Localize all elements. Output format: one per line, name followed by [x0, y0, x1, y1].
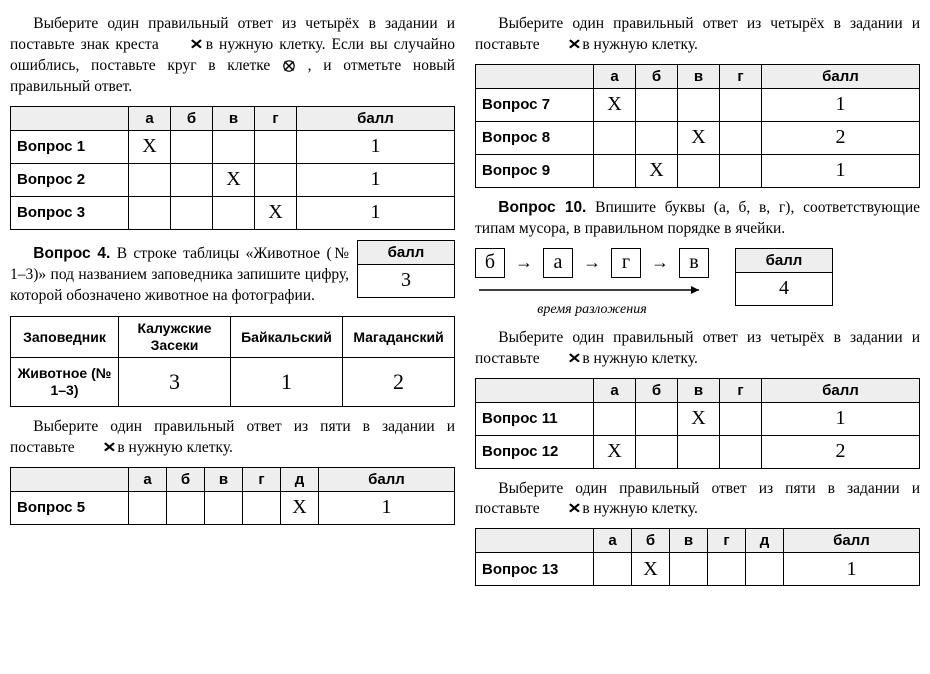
q10-box-2: а: [543, 248, 573, 278]
table-row: Вопрос 2 X 1: [11, 163, 455, 196]
table-q13: а б в г д балл Вопрос 13 X 1: [475, 528, 920, 586]
q10-text: Вопрос 10. Впишите буквы (а, б, в, г), с…: [475, 198, 920, 240]
table-row: Вопрос 9 X 1: [476, 154, 920, 187]
right-intro-2: Выберите один правильный ответ из четырё…: [475, 328, 920, 370]
q10-score-table: балл 4: [735, 248, 833, 306]
table-row: Вопрос 5 X 1: [11, 491, 455, 524]
col-g: г: [255, 106, 297, 130]
arrow-right-icon: →: [583, 252, 601, 273]
table-row: Вопрос 3 X 1: [11, 196, 455, 229]
table-q1-3: а б в г балл Вопрос 1 X 1 Вопрос 2 X 1: [10, 106, 455, 230]
right-intro-1: Выберите один правильный ответ из четырё…: [475, 14, 920, 56]
q4-score-table: балл 3: [357, 240, 455, 298]
table-row: Вопрос 7 X 1: [476, 88, 920, 121]
arrow-right-icon: →: [515, 252, 533, 273]
table-q5: а б в г д балл Вопрос 5 X 1: [10, 467, 455, 525]
q10-diagram: б → а → г → в время разложения балл 4: [475, 248, 920, 318]
col-score: балл: [297, 106, 455, 130]
table-reserves: Заповедник Калужские Засеки Байкальский …: [10, 316, 455, 407]
timeline-label: время разложения: [537, 302, 646, 318]
table-q7-9: а б в г балл Вопрос 7 X 1 Вопрос 8 X 2: [475, 64, 920, 188]
col-b: б: [171, 106, 213, 130]
table-row: Вопрос 12 X 2: [476, 435, 920, 468]
table-row: Вопрос 8 X 2: [476, 121, 920, 154]
q10-box-4: в: [679, 248, 709, 278]
table-row: Вопрос 11 X 1: [476, 402, 920, 435]
left-intro-1: Выберите один правильный ответ из четырё…: [10, 14, 455, 98]
col-v: в: [213, 106, 255, 130]
left-intro-2: Выберите один правильный ответ из пяти в…: [10, 417, 455, 459]
crossed-circle-icon: [282, 59, 296, 73]
q10-box-3: г: [611, 248, 641, 278]
q10-box-1: б: [475, 248, 505, 278]
table-q11-12: а б в г балл Вопрос 11 X 1 Вопрос 12 X: [475, 378, 920, 469]
timeline-arrow-icon: [477, 280, 707, 300]
col-a: а: [129, 106, 171, 130]
right-intro-3: Выберите один правильный ответ из пяти в…: [475, 479, 920, 521]
arrow-right-icon: →: [651, 252, 669, 273]
table-row: Вопрос 1 X 1: [11, 130, 455, 163]
table-row: Вопрос 13 X 1: [476, 553, 920, 586]
